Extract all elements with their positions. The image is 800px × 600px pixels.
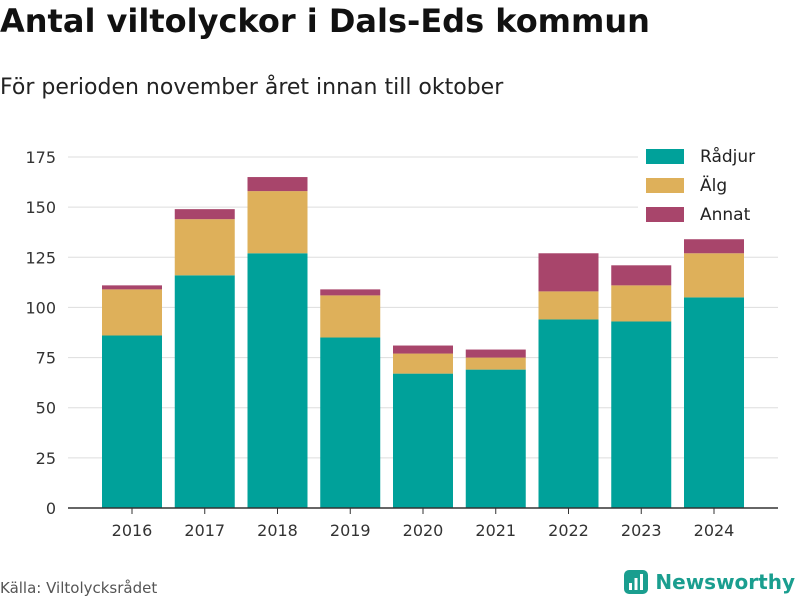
bar-segment-annat — [247, 177, 308, 192]
y-tick-label: 50 — [36, 399, 56, 418]
legend-swatch — [646, 207, 684, 222]
bar-segment-älg — [538, 291, 599, 320]
legend-swatch — [646, 149, 684, 164]
bar-segment-rådjur — [320, 337, 381, 508]
bar-segment-annat — [684, 239, 744, 254]
x-tick-label: 2024 — [694, 521, 735, 540]
y-tick-label: 75 — [36, 349, 56, 368]
y-tick-label: 0 — [46, 499, 56, 518]
x-tick-label: 2023 — [621, 521, 662, 540]
bar-segment-rådjur — [393, 373, 453, 508]
bar-chart-logo-icon — [624, 570, 649, 594]
x-tick-label: 2016 — [112, 521, 153, 540]
bar-segment-rådjur — [102, 335, 162, 508]
bar-segment-annat — [102, 285, 162, 290]
bar-segment-älg — [247, 191, 308, 254]
x-tick-label: 2018 — [257, 521, 298, 540]
x-tick-label: 2019 — [330, 521, 371, 540]
bar-segment-annat — [320, 289, 381, 296]
x-tick-label: 2017 — [184, 521, 225, 540]
bar-segment-älg — [102, 289, 162, 336]
bar-segment-älg — [611, 285, 672, 322]
brand-name: Newsworthy — [655, 570, 795, 594]
bar-segment-rådjur — [247, 253, 308, 508]
x-tick-label: 2020 — [403, 521, 444, 540]
x-tick-label: 2022 — [548, 521, 589, 540]
bar-segment-rådjur — [174, 275, 235, 508]
chart-subtitle: För perioden november året innan till ok… — [0, 75, 504, 100]
bar-segment-rådjur — [538, 319, 599, 508]
legend-swatch — [646, 178, 684, 193]
y-tick-label: 175 — [25, 148, 56, 167]
legend-label: Rådjur — [700, 146, 755, 167]
bar-segment-rådjur — [465, 369, 526, 508]
bar-segment-annat — [393, 345, 453, 354]
bar-segment-rådjur — [684, 297, 744, 508]
y-tick-label: 150 — [25, 198, 56, 217]
bar-segment-annat — [465, 349, 526, 358]
legend-label: Annat — [700, 205, 751, 225]
y-tick-label: 100 — [25, 298, 56, 317]
bar-segment-annat — [174, 209, 235, 220]
bar-segment-rådjur — [611, 321, 672, 508]
legend-label: Älg — [700, 175, 727, 196]
bar-segment-älg — [465, 357, 526, 370]
bar-segment-älg — [393, 353, 453, 374]
brand-logo: Newsworthy — [623, 569, 795, 595]
x-tick-label: 2021 — [475, 521, 516, 540]
bar-segment-älg — [174, 219, 235, 276]
y-tick-label: 25 — [36, 449, 56, 468]
y-tick-label: 125 — [25, 248, 56, 267]
source-note: Källa: Viltolycksrådet — [0, 579, 158, 597]
bar-segment-annat — [611, 265, 672, 286]
chart-title: Antal viltolyckor i Dals-Eds kommun — [0, 2, 650, 40]
bar-segment-älg — [684, 253, 744, 298]
bar-segment-annat — [538, 253, 599, 292]
bar-segment-älg — [320, 295, 381, 338]
